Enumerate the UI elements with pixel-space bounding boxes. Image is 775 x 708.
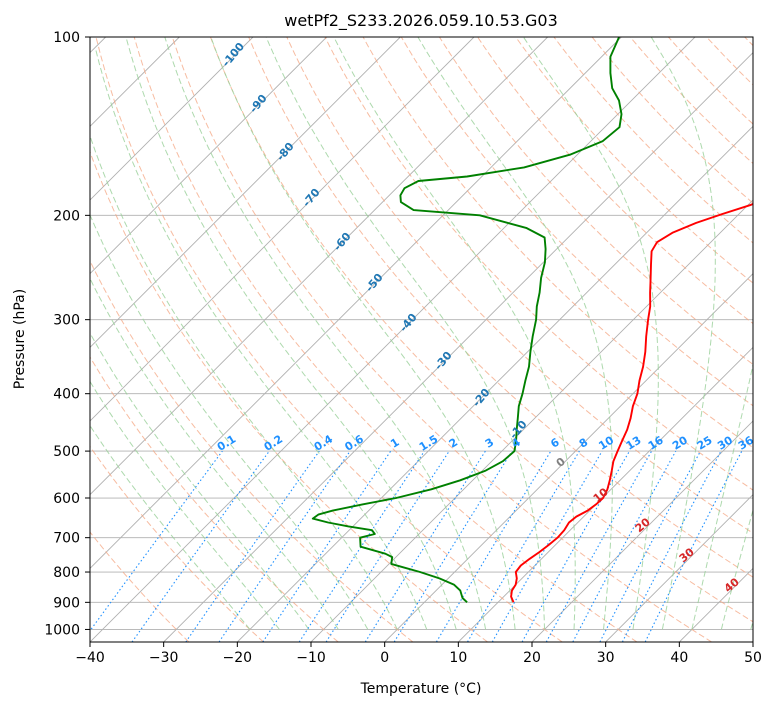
- mixing-ratio-line: [185, 450, 320, 642]
- mixing-ratio-line: [491, 450, 603, 642]
- dry-adiabat: [210, 37, 753, 623]
- dry-adiabat: [90, 356, 339, 642]
- moist-adiabat: [210, 37, 516, 630]
- moist-adiabat: [90, 134, 398, 630]
- dry-adiabat: [324, 37, 753, 491]
- isotherm-line: [90, 37, 622, 569]
- moist-adiabat: [90, 424, 251, 630]
- dry-adiabat: [591, 37, 753, 204]
- isotherm-line: [90, 37, 696, 642]
- isotherm-line: [90, 37, 327, 275]
- mixing-ratio-lines: [90, 450, 743, 642]
- y-tick-label: 1000: [44, 622, 80, 638]
- moist-adiabat: [417, 37, 613, 630]
- y-tick-label: 200: [53, 208, 80, 224]
- isotherm-line: [90, 37, 475, 422]
- dry-adiabats: [90, 37, 753, 642]
- x-tick-label: 0: [380, 650, 389, 666]
- moist-adiabat: [720, 508, 753, 630]
- x-axis-label: Temperature (°C): [360, 681, 482, 697]
- dry-adiabat: [515, 37, 753, 284]
- y-axis-ticks: 100 200 300 400 500 600 700 800 900 1000: [44, 30, 90, 638]
- x-tick-label: 30: [597, 650, 615, 666]
- isotherm-grid: [90, 37, 753, 642]
- moist-adiabats: [90, 37, 753, 630]
- y-tick-label: 400: [53, 387, 80, 403]
- mixing-ratio-line: [545, 450, 653, 642]
- mixing-ratio-line: [435, 450, 552, 642]
- x-axis-ticks: −40 −30 −20 −10 0 10 20 30 40 50: [75, 642, 762, 666]
- dry-adiabat: [438, 37, 753, 365]
- x-tick-label: −10: [296, 650, 326, 666]
- profile-series: [311, 37, 753, 603]
- plot-area: -100-90-80-70-60-50-40-30-20-100.1 0.2 0.4…: [90, 37, 756, 642]
- x-tick-label: 40: [670, 650, 688, 666]
- dry-adiabat: [477, 37, 753, 325]
- mixing-ratio-label: 36: [736, 433, 756, 452]
- dry-adiabat: [629, 37, 753, 165]
- chart-title: wetPf2_S233.2026.059.10.53.G03: [284, 11, 558, 31]
- moist-adiabat: [333, 37, 576, 630]
- y-tick-label: 900: [53, 595, 80, 611]
- x-tick-label: 50: [744, 650, 762, 666]
- x-tick-label: −20: [223, 650, 253, 666]
- mixing-ratio-line: [218, 450, 351, 642]
- isotherm-line: [90, 37, 254, 201]
- moist-adiabat: [94, 47, 428, 630]
- x-tick-label: −40: [75, 650, 105, 666]
- isotherm-line: [237, 125, 753, 642]
- profile-line: [510, 202, 753, 603]
- moist-adiabat: [164, 37, 487, 630]
- isotherm-line: [90, 37, 401, 348]
- dry-adiabat: [400, 37, 753, 407]
- isotherm-line: [384, 273, 753, 642]
- mixing-ratio-line: [131, 450, 270, 642]
- dry-adiabat: [90, 150, 488, 642]
- dry-adiabat: [248, 37, 753, 578]
- mixing-ratio-line: [90, 450, 223, 632]
- moist-adiabat: [691, 362, 753, 630]
- moist-adiabat: [265, 37, 546, 630]
- y-tick-label: 500: [53, 444, 80, 460]
- mixing-ratio-line: [467, 450, 580, 642]
- mixing-ratio-line: [572, 450, 677, 642]
- y-tick-label: 700: [53, 531, 80, 547]
- isotherm-line: [458, 346, 753, 642]
- profile-line: [311, 37, 623, 603]
- plot-frame: [89, 36, 754, 643]
- dry-adiabat: [553, 37, 753, 244]
- dry-adiabat: [90, 531, 190, 642]
- dry-adiabat: [286, 37, 753, 534]
- isotherm-line: [163, 52, 753, 642]
- mixing-ratio-line: [364, 450, 486, 642]
- dry-adiabat: [95, 37, 563, 642]
- y-tick-label: 600: [53, 491, 80, 507]
- moist-adiabat: [125, 37, 457, 630]
- dry-adiabat: [90, 259, 414, 642]
- y-tick-label: 100: [53, 30, 80, 46]
- x-tick-label: 10: [449, 650, 467, 666]
- isotherm-line: [90, 37, 548, 496]
- x-tick-label: −30: [149, 650, 179, 666]
- moist-adiabat: [90, 380, 280, 630]
- mixing-ratio-line: [393, 450, 513, 642]
- y-tick-label: 800: [53, 565, 80, 581]
- isobar-grid: [90, 37, 753, 630]
- moist-adiabat: [522, 37, 659, 630]
- moist-adiabat: [90, 332, 310, 630]
- dry-adiabat: [362, 37, 753, 449]
- moist-adiabat: [650, 37, 716, 630]
- isotherm-line: [605, 494, 753, 642]
- y-axis-label: Pressure (hPa): [12, 289, 28, 389]
- isotherm-line: [531, 420, 753, 642]
- mixing-ratio-line: [521, 450, 630, 642]
- x-tick-label: 20: [523, 650, 541, 666]
- mixing-ratio-line: [325, 450, 450, 642]
- dry-adiabat: [133, 37, 638, 642]
- y-tick-label: 300: [53, 313, 80, 329]
